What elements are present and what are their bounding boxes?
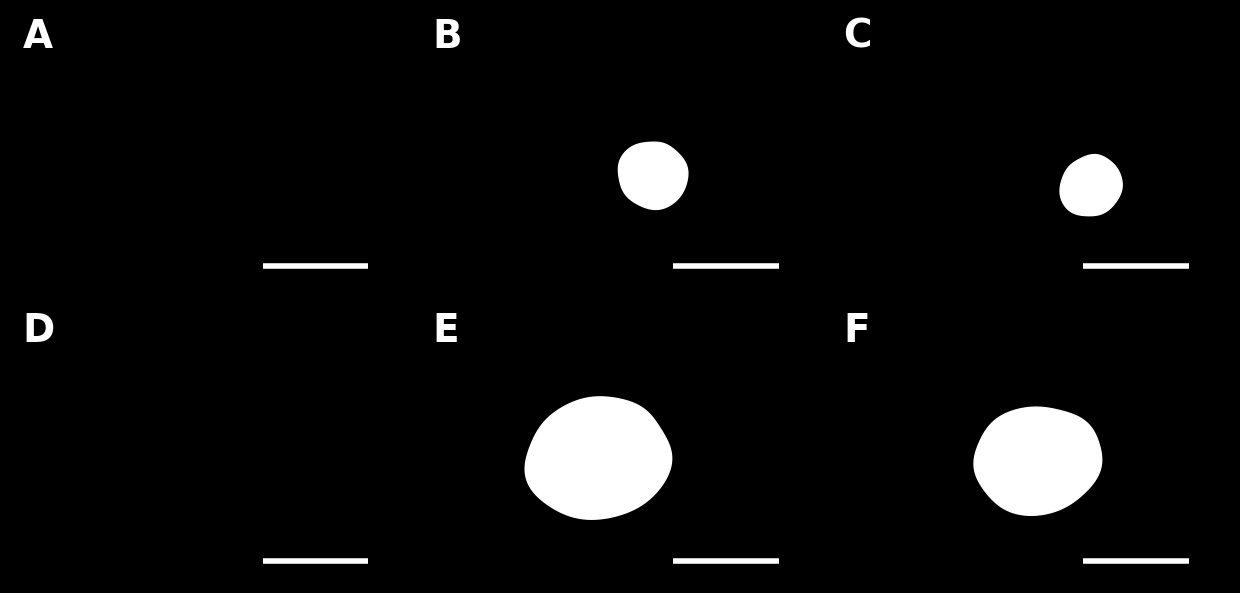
Text: A: A bbox=[22, 18, 52, 56]
Text: E: E bbox=[433, 313, 459, 350]
Text: B: B bbox=[433, 18, 463, 56]
Text: D: D bbox=[22, 313, 55, 350]
Text: F: F bbox=[843, 313, 869, 350]
Polygon shape bbox=[975, 407, 1101, 515]
Polygon shape bbox=[526, 397, 672, 519]
Polygon shape bbox=[619, 142, 688, 209]
Text: C: C bbox=[843, 18, 872, 56]
Polygon shape bbox=[1060, 155, 1122, 216]
